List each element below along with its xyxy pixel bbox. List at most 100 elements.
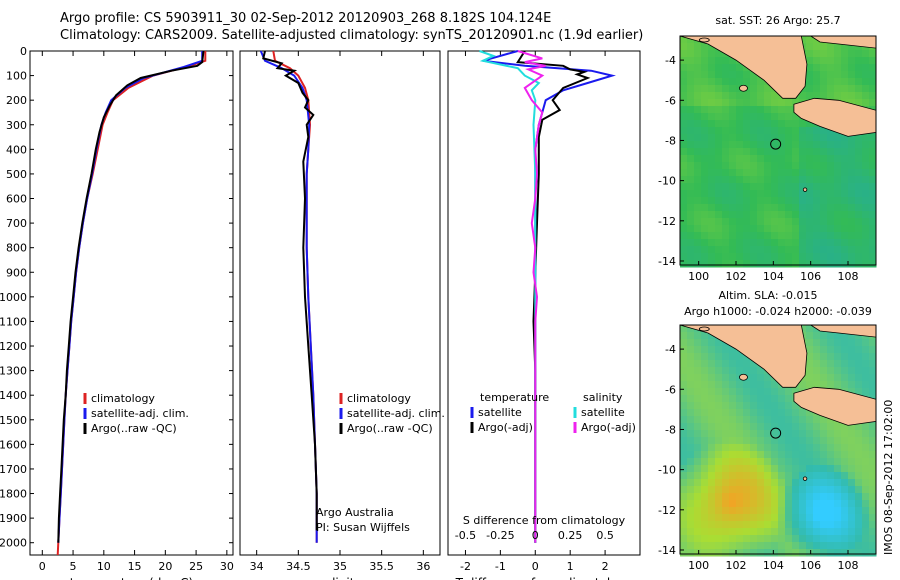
difference-salinity-legend-label: satellite [581,406,625,419]
sla_map-xtick-label: 102 [726,559,747,572]
difference-stick-label: -0.25 [486,529,514,542]
salinity-series-satellite-adj-clim- [259,50,318,543]
sst_map-ytick-label: -12 [658,215,676,228]
sla_map-argo-marker [770,427,782,439]
temperature-xtick-label: 0 [39,560,46,573]
salinity-annotation-line1: Argo Australia [316,506,394,519]
temperature-xtick-label: 10 [97,560,111,573]
sla_map-xtick-label: 100 [688,559,709,572]
temperature-ytick-label: 1100 [0,315,27,328]
difference-temperature-legend-label: Argo(-adj) [478,421,533,434]
sla_map-ytick-label: -4 [665,343,676,356]
temperature-ytick-label: 1400 [0,389,27,402]
sst_map-ytick-label: -8 [665,134,676,147]
temperature-ytick-label: 1900 [0,512,27,525]
temperature-ytick-label: 700 [6,217,27,230]
difference-frame [447,50,641,556]
title-line-1: Argo profile: CS 5903911_30 02-Sep-2012 … [60,11,552,26]
sst_map-xtick-label: 106 [800,270,821,283]
salinity-xlabel: salinity [318,576,361,580]
difference-xlabel: T difference from climatology [455,576,633,580]
difference-xtick-label: 2 [602,560,609,573]
salinity-frame [239,50,441,556]
sst_map-ytick-label: -14 [658,255,676,268]
sst_map-xtick-label: 104 [763,270,784,283]
sla_map-ytick-label: -10 [658,464,676,477]
difference-stick-label: 0.25 [558,529,583,542]
sst_map-field [680,36,877,268]
salinity-legend-label: climatology [347,392,411,405]
salinity-series-argo-raw-qc- [262,50,318,531]
sla_map-ytick-label: -12 [658,504,676,517]
temperature-legend-label: satellite-adj. clim. [91,407,189,420]
temperature-ytick-label: 1500 [0,414,27,427]
difference-series-s-argo-adj- [517,50,546,543]
temperature-xtick-label: 15 [128,560,142,573]
temperature-ytick-label: 500 [6,168,27,181]
temperature-series-satellite-adj-clim- [57,51,204,543]
sla_map-land-java [793,386,877,426]
temperature-ytick-label: 1800 [0,488,27,501]
salinity-xtick-label: 34 [250,560,264,573]
sst_map-xtick-label: 100 [688,270,709,283]
salinity-xtick-label: 36 [416,560,430,573]
difference-xtick-label: -1 [495,560,506,573]
salinity-legend-label: Argo(..raw -QC) [347,422,433,435]
difference-salinity-legend-label: Argo(-adj) [581,421,636,434]
salinity-xtick-label: 34.5 [286,560,311,573]
temperature-ytick-label: 1300 [0,365,27,378]
sla_map-xtick-label: 108 [838,559,859,572]
difference-xtick-label: -2 [460,560,471,573]
salinity-annotation-line2: PI: Susan Wijffels [316,521,410,534]
salinity-xtick-label: 35 [333,560,347,573]
sla_map-island [802,476,808,481]
sla_map-ytick-label: -14 [658,544,676,557]
difference-stick-label: 0.5 [596,529,614,542]
sst_map-ytick-label: -10 [658,175,676,188]
sst_map-island [698,37,710,43]
difference-stick-label: 0 [532,529,539,542]
difference-series-s-satellite [479,50,541,543]
title-line-2: Climatology: CARS2009. Satellite-adjuste… [60,28,644,43]
difference-series-t-argo-adj- [516,50,591,543]
difference-legend-header-temperature: temperature [480,391,549,404]
temperature-ytick-label: 600 [6,193,27,206]
temperature-ytick-label: 2000 [0,537,27,550]
temperature-ytick-label: 1700 [0,463,27,476]
difference-legend-header-salinity: salinity [583,391,623,404]
sla-map-subtitle: Argo h1000: -0.024 h2000: -0.039 [684,305,872,318]
sla_map-ytick-label: -6 [665,383,676,396]
temperature-xtick-label: 25 [189,560,203,573]
difference-xlabel-top: S difference from climatology [463,514,626,527]
temperature-legend-label: climatology [91,392,155,405]
temperature-ytick-label: 300 [6,119,27,132]
sst_map-xtick-label: 102 [726,270,747,283]
temperature-ytick-label: 400 [6,143,27,156]
sst_map-ytick-label: -4 [665,54,676,67]
temperature-series-climatology [56,51,207,556]
salinity-legend-label: satellite-adj. clim. [347,407,445,420]
temperature-ytick-label: 1000 [0,291,27,304]
difference-series-t-satellite [482,50,616,543]
temperature-xlabel: temperature (deg C) [70,576,193,580]
sla_map-ytick-label: -8 [665,423,676,436]
temperature-ytick-label: 1200 [0,340,27,353]
sla_map-island [698,326,710,332]
sst_map-island [802,187,808,192]
temperature-ytick-label: 800 [6,242,27,255]
temperature-xtick-label: 20 [158,560,172,573]
sla_map-island [739,373,748,381]
sst_map-island [739,84,748,92]
temperature-ytick-label: 0 [20,45,27,58]
sla_map-frame [679,324,877,555]
difference-stick-label: -0.5 [455,529,476,542]
difference-temperature-legend-label: satellite [478,406,522,419]
temperature-ytick-label: 1600 [0,438,27,451]
sst_map-frame [679,35,877,266]
difference-xtick-label: 1 [567,560,574,573]
temperature-series-argo-raw-qc- [57,50,205,543]
sst_map-land-java [793,97,877,137]
sla_map-land-sumatra [679,324,808,388]
temperature-ytick-label: 200 [6,94,27,107]
